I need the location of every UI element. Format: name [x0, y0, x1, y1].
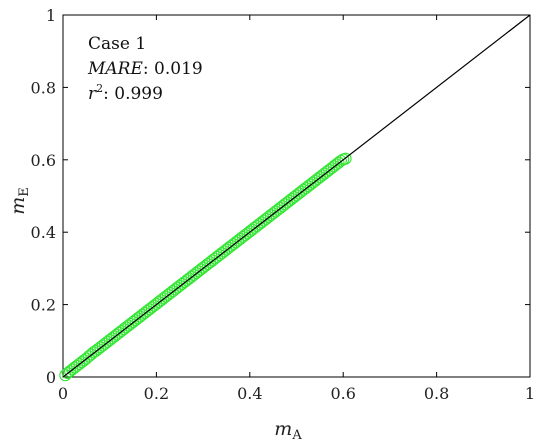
data-point	[339, 152, 352, 165]
r2-value: : 0.999	[103, 84, 163, 104]
y-tick-label: 0.2	[31, 296, 56, 315]
r2-sup: 2	[96, 82, 103, 95]
y-tick-label: 1	[46, 6, 56, 25]
data-points	[59, 152, 352, 382]
x-axis-label-sub: A	[291, 428, 302, 442]
y-axis-label-main: m	[7, 197, 29, 215]
mare-value: : 0.019	[143, 59, 203, 79]
y-tick-label: 0.6	[31, 151, 56, 170]
x-tick-label: 0.2	[144, 384, 169, 403]
annotation-box: Case 1 MARE: 0.019 r2: 0.999	[87, 34, 203, 104]
y-tick-label: 0	[46, 368, 56, 387]
x-tick-label: 0.4	[237, 384, 262, 403]
mare-label: MARE	[87, 59, 143, 79]
x-tick-label: 0	[58, 384, 68, 403]
y-tick-label: 0.4	[31, 223, 56, 242]
r2-text: r2: 0.999	[88, 82, 163, 104]
r2-label: r	[88, 84, 97, 104]
case-label: Case 1	[88, 34, 146, 54]
x-axis-label: mA	[274, 418, 302, 442]
y-axis-label-sub: E	[17, 187, 32, 197]
y-axis-label: mE	[7, 187, 32, 215]
reference-line-group	[62, 14, 531, 378]
axis-ticks: 0 0.2 0.4 0.6 0.8 1 0 0.2 0.4 0.6 0.8 1	[31, 6, 536, 403]
data-point	[80, 352, 93, 365]
x-axis-label-main: m	[274, 418, 292, 440]
x-tick-label: 0.6	[330, 384, 355, 403]
x-tick-label: 0.8	[424, 384, 449, 403]
mare-text: MARE: 0.019	[87, 59, 203, 79]
x-tick-label: 1	[525, 384, 535, 403]
y-tick-label: 0.8	[31, 78, 56, 97]
reference-line	[62, 14, 531, 378]
